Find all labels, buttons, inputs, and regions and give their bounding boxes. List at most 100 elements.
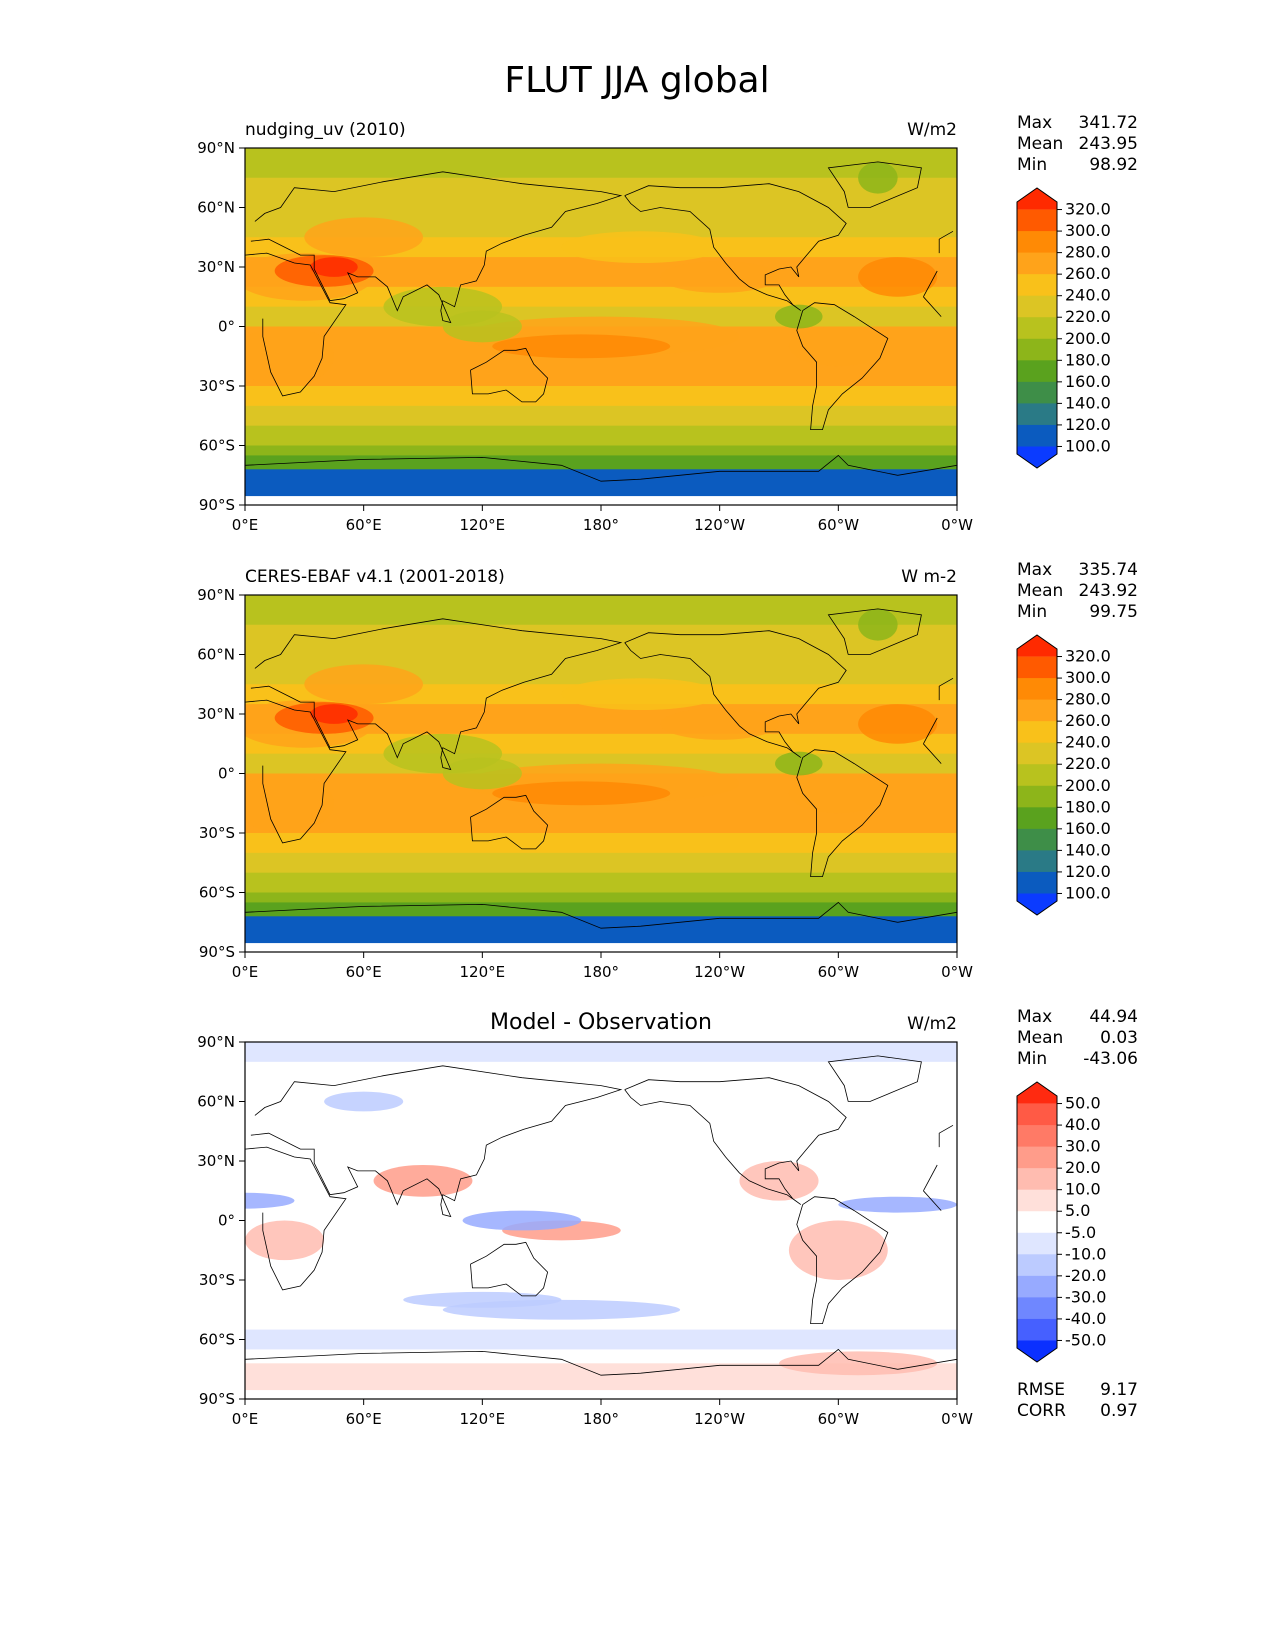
x-tick-label: 180° — [583, 963, 619, 981]
colorbar-extend-min — [1017, 1340, 1057, 1362]
colorbar-label: 200.0 — [1065, 776, 1111, 795]
stat-mean-label: Mean — [1017, 134, 1063, 154]
colorbar-label: 280.0 — [1065, 690, 1111, 709]
stat-min-label: Min — [1017, 155, 1047, 175]
colorbar-swatch — [1017, 1297, 1057, 1320]
field-patch — [788, 1220, 888, 1280]
stat-mean-value: 0.03 — [1100, 1028, 1138, 1048]
colorbar-label: 180.0 — [1065, 797, 1111, 816]
colorbar-swatch — [1017, 317, 1057, 340]
coastline — [245, 1348, 957, 1376]
field-patch — [858, 161, 898, 194]
colorbar-swatch — [1017, 764, 1057, 787]
colorbar-swatch — [1017, 807, 1057, 830]
panel-title: Model - Observation — [490, 1010, 712, 1035]
colorbar-swatch — [1017, 231, 1057, 254]
colorbar: 320.0 300.0 280.0 260.0 240.0 220.0 200.0 180.0… — [1016, 634, 1111, 916]
stat-max-label: Max — [1017, 1007, 1052, 1027]
y-tick-label: 60°S — [199, 884, 235, 902]
field-patch — [660, 261, 780, 293]
field-patch — [324, 1091, 404, 1112]
panel-2: 0°E 60°E 120°E 180° 120°W 60°W 0°W 90°N 60°N 30°N… — [197, 560, 1138, 981]
colorbar-swatch — [1017, 871, 1057, 894]
colorbar-swatch — [1017, 1254, 1057, 1277]
panel-units: W m-2 — [901, 567, 957, 587]
colorbar-label: 180.0 — [1065, 350, 1111, 369]
colorbar-outline — [1016, 634, 1058, 916]
colorbar-swatch — [1017, 424, 1057, 447]
coastline — [796, 1196, 889, 1324]
colorbar-label: -10.0 — [1065, 1244, 1106, 1263]
colorbar-label: -30.0 — [1065, 1287, 1106, 1306]
x-tick-label: 0°E — [232, 1410, 259, 1428]
field-patch — [310, 257, 358, 277]
lat-band — [245, 872, 957, 894]
y-tick-label: 90°N — [197, 139, 235, 157]
lat-band — [245, 1329, 957, 1351]
colorbar-swatch — [1017, 338, 1057, 361]
x-tick-label: 180° — [583, 516, 619, 534]
y-tick-label: 0° — [218, 1212, 235, 1230]
x-tick-label: 0°W — [941, 516, 973, 534]
field-patch — [779, 1351, 938, 1376]
coastline — [827, 608, 922, 655]
colorbar-swatch — [1017, 699, 1057, 722]
x-tick-label: 60°E — [346, 1410, 382, 1428]
stat-min-value: -43.06 — [1083, 1049, 1138, 1069]
panels: 0°E 60°E 120°E 180° 120°W 60°W 0°W 90°N 60°N 30°N… — [197, 113, 1138, 1428]
colorbar-swatch — [1017, 850, 1057, 873]
colorbar-extend-min — [1017, 446, 1057, 468]
colorbar-label: -5.0 — [1065, 1223, 1096, 1242]
y-tick-label: 90°S — [199, 496, 235, 514]
coastline — [470, 347, 549, 403]
coastline — [250, 171, 954, 324]
y-tick-label: 60°N — [197, 1093, 235, 1111]
colorbar-label: 160.0 — [1065, 819, 1111, 838]
colorbar-extend-min — [1017, 893, 1057, 915]
colorbar-swatch — [1017, 1146, 1057, 1169]
coastline — [624, 183, 847, 311]
field-patch — [442, 757, 522, 790]
colorbar-label: 320.0 — [1065, 200, 1111, 219]
lat-band — [245, 1141, 957, 1182]
coastline — [250, 618, 954, 771]
field-patch — [492, 334, 671, 359]
colorbar-swatch — [1017, 1211, 1057, 1234]
x-tick-label: 60°W — [818, 1410, 860, 1428]
stat-mean-label: Mean — [1017, 1028, 1063, 1048]
coastline — [796, 302, 889, 430]
colorbar-swatch — [1017, 1232, 1057, 1255]
lat-band — [245, 445, 957, 457]
colorbar-label: 5.0 — [1065, 1201, 1090, 1220]
stat-max-value: 341.72 — [1079, 113, 1138, 133]
map-field — [245, 1042, 957, 1391]
lat-band — [245, 902, 957, 918]
colorbar-label: 220.0 — [1065, 307, 1111, 326]
colorbar-swatch — [1017, 209, 1057, 232]
y-tick-label: 30°N — [197, 1152, 235, 1170]
field-patch — [775, 304, 823, 329]
colorbar-swatch — [1017, 295, 1057, 318]
colorbar-swatch — [1017, 1318, 1057, 1341]
field-patch — [561, 678, 720, 711]
colorbar-outline — [1016, 187, 1058, 469]
colorbar-swatch — [1017, 742, 1057, 765]
coastlines — [245, 1055, 957, 1376]
stat-mean-value: 243.92 — [1079, 581, 1138, 601]
colorbar-swatch — [1017, 678, 1057, 701]
x-tick-label: 0°W — [941, 963, 973, 981]
colorbar-outline — [1016, 1081, 1058, 1363]
field-patch — [660, 708, 780, 740]
lat-band — [245, 405, 957, 427]
coastline — [624, 1077, 847, 1205]
coastlines — [245, 161, 957, 482]
colorbar-label: -40.0 — [1065, 1309, 1106, 1328]
x-tick-label: 120°E — [460, 516, 506, 534]
x-tick-label: 60°W — [818, 963, 860, 981]
colorbar-swatch — [1017, 1125, 1057, 1148]
colorbar-label: 240.0 — [1065, 733, 1111, 752]
coastline — [245, 252, 942, 397]
field-patch — [838, 1196, 957, 1213]
field-patch — [858, 704, 938, 744]
lat-band — [245, 177, 957, 209]
